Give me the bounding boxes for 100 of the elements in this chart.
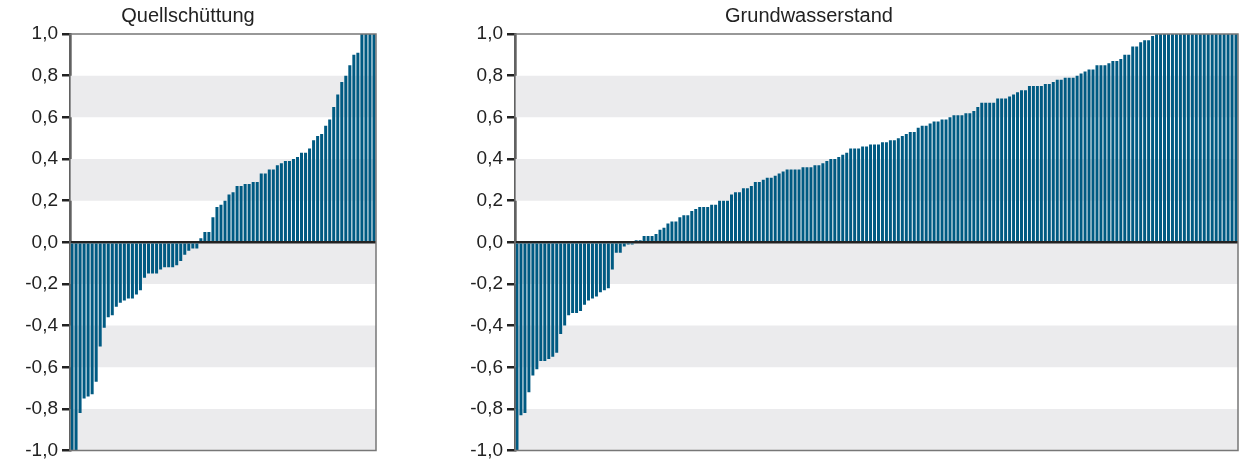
bar bbox=[155, 243, 159, 274]
bar bbox=[1087, 69, 1091, 242]
bar bbox=[1163, 34, 1166, 242]
bar bbox=[1095, 65, 1099, 242]
y-tick-label: -1,0 bbox=[25, 438, 58, 460]
bar bbox=[364, 34, 368, 242]
bar bbox=[654, 233, 658, 242]
bar bbox=[219, 204, 223, 242]
bar bbox=[1151, 36, 1155, 242]
y-tick-label: 0,2 bbox=[31, 188, 58, 210]
bar bbox=[964, 113, 968, 242]
bar bbox=[587, 243, 590, 301]
y-tick-label: -0,4 bbox=[25, 313, 59, 335]
bar bbox=[984, 102, 988, 242]
bar bbox=[235, 186, 239, 242]
bar bbox=[618, 243, 622, 253]
bar bbox=[940, 119, 944, 242]
bar bbox=[924, 125, 928, 242]
bar bbox=[547, 243, 551, 359]
bar bbox=[1016, 92, 1020, 242]
bar bbox=[1198, 34, 1202, 242]
bar bbox=[1063, 77, 1067, 242]
bar bbox=[1023, 90, 1027, 242]
bar bbox=[1135, 46, 1139, 242]
bar bbox=[805, 167, 809, 242]
bar bbox=[1027, 86, 1031, 242]
y-tick-label: 0,6 bbox=[476, 105, 503, 127]
bar bbox=[191, 243, 195, 249]
bar bbox=[523, 243, 527, 414]
bar bbox=[714, 204, 718, 242]
bar bbox=[1139, 42, 1143, 242]
y-tick-label: 0,8 bbox=[31, 63, 58, 85]
bar bbox=[263, 173, 267, 242]
y-tick-label: 0,4 bbox=[476, 147, 504, 169]
bar bbox=[86, 243, 90, 397]
bar bbox=[888, 140, 892, 242]
bar bbox=[227, 194, 231, 242]
bar bbox=[873, 144, 876, 242]
bar bbox=[151, 243, 155, 274]
bar bbox=[992, 102, 996, 242]
bar bbox=[908, 131, 912, 242]
bar bbox=[267, 169, 271, 242]
y-tick-label: -0,2 bbox=[25, 272, 58, 294]
bar bbox=[1119, 59, 1123, 242]
bar bbox=[295, 156, 299, 242]
bar bbox=[159, 243, 163, 270]
bar bbox=[972, 111, 976, 242]
bar bbox=[1067, 77, 1071, 242]
bar bbox=[753, 181, 757, 242]
bar bbox=[1178, 34, 1182, 242]
y-tick-label: 1,0 bbox=[31, 22, 58, 44]
bar bbox=[733, 192, 737, 242]
bar bbox=[650, 236, 654, 242]
bar bbox=[575, 243, 579, 314]
bar bbox=[271, 169, 275, 242]
bar bbox=[287, 161, 291, 242]
bar bbox=[74, 243, 78, 451]
bar bbox=[777, 173, 781, 242]
bar bbox=[1206, 34, 1210, 242]
bar bbox=[682, 215, 686, 242]
bar bbox=[865, 146, 869, 242]
bar bbox=[1174, 34, 1178, 242]
bar bbox=[757, 181, 761, 242]
bar bbox=[976, 106, 980, 242]
bar bbox=[283, 161, 287, 242]
bar bbox=[1182, 34, 1186, 242]
bar bbox=[251, 181, 255, 242]
bar bbox=[551, 243, 555, 357]
bar bbox=[960, 115, 964, 242]
bar bbox=[892, 140, 896, 242]
bar bbox=[809, 167, 813, 242]
bar bbox=[126, 243, 130, 299]
bar bbox=[590, 243, 594, 299]
bar bbox=[642, 236, 646, 242]
y-tick-label: 0,4 bbox=[31, 147, 59, 169]
bar bbox=[1043, 83, 1047, 242]
bar bbox=[825, 161, 829, 242]
bar bbox=[769, 177, 773, 242]
y-tick-label: -0,8 bbox=[25, 397, 58, 419]
bar bbox=[869, 144, 873, 242]
bar bbox=[1159, 34, 1163, 242]
bar bbox=[175, 243, 179, 266]
bar bbox=[785, 169, 789, 242]
bar bbox=[904, 133, 908, 242]
bar bbox=[239, 186, 243, 242]
bar bbox=[821, 163, 825, 242]
bar bbox=[829, 158, 833, 242]
bar bbox=[543, 243, 547, 362]
y-tick-label: 0,2 bbox=[476, 188, 503, 210]
bar bbox=[1008, 96, 1012, 242]
bar bbox=[243, 183, 247, 242]
bar bbox=[718, 200, 722, 242]
bar bbox=[187, 243, 191, 251]
bar bbox=[203, 231, 207, 242]
bar bbox=[70, 243, 74, 451]
bar bbox=[259, 173, 263, 242]
bar bbox=[1047, 83, 1051, 242]
bar bbox=[1000, 98, 1004, 242]
bar bbox=[793, 169, 797, 242]
bar bbox=[690, 211, 694, 242]
